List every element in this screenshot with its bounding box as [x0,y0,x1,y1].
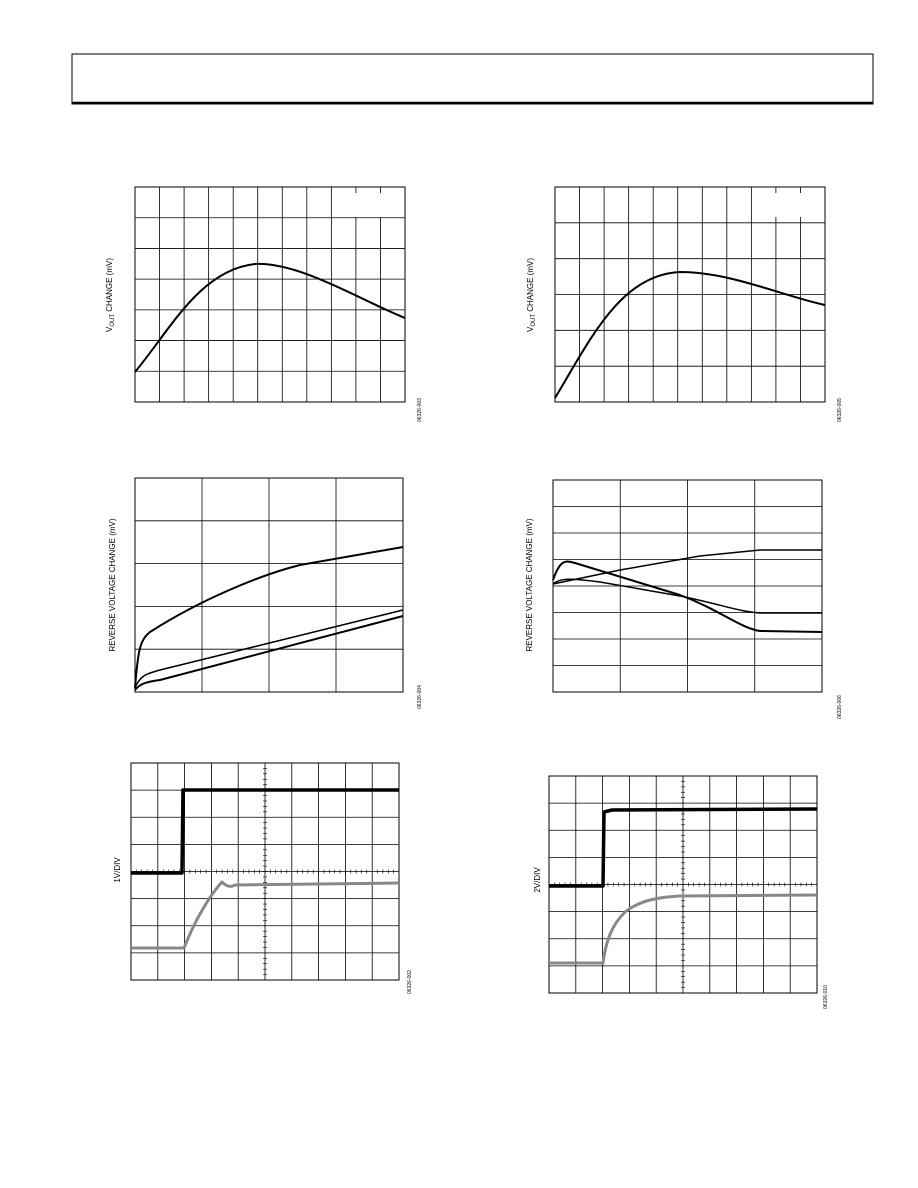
curve [552,578,822,614]
curve [131,880,400,950]
y-label-rest: CHANGE (mV) [105,258,114,314]
figure: REVERSE VOLTAGE CHANGE (mV) 06326-004 [108,477,423,709]
y-axis-label: VOUT CHANGE (mV) [526,258,537,332]
y-label-main: 2V/DIV [533,867,542,893]
figure: VOUT CHANGE (mV) 06326-005 [526,186,843,422]
plot-frame [134,186,406,403]
curve [549,893,818,965]
y-label-sub: OUT [110,314,116,327]
legend-blank [773,193,817,217]
curve [134,615,404,691]
figure-id: 06326-004 [417,685,423,709]
plot-frame [134,477,404,693]
y-axis-label: 1V/DIV [113,857,122,883]
figure-id: 06326-002 [407,970,413,994]
figure-id: 06326-003 [417,398,423,422]
y-label-main: V [105,326,114,332]
curve [552,560,823,633]
figure-id: 06326-006 [837,695,843,719]
figure: VOUT CHANGE (mV) 06326-003 [105,186,423,422]
figure-id: 06326-005 [837,398,843,422]
figure: REVERSE VOLTAGE CHANGE (mV) 06326-006 [525,479,843,719]
figure: 2V/DIV 06326-010 [533,775,829,1009]
y-axis-label: 2V/DIV [533,867,542,893]
curve [134,609,404,689]
y-axis-label: VOUT CHANGE (mV) [105,258,116,332]
curve [131,788,399,875]
curve [552,549,822,585]
y-label-main: REVERSE VOLTAGE CHANGE (mV) [525,518,534,651]
y-label-rest: CHANGE (mV) [526,258,535,314]
curve [134,546,404,689]
plot-frame [554,186,826,403]
header-box [71,53,874,105]
y-label-main: 1V/DIV [113,857,122,883]
figure-id: 06326-010 [823,985,829,1009]
y-axis-label: REVERSE VOLTAGE CHANGE (mV) [525,518,534,651]
y-label-main: REVERSE VOLTAGE CHANGE (mV) [108,518,117,651]
curve [554,271,826,399]
figure: 1V/DIV 06326-002 [113,762,413,994]
legend-blank [353,193,397,217]
y-label-sub: OUT [531,314,537,327]
y-axis-label: REVERSE VOLTAGE CHANGE (mV) [108,518,117,651]
plot-frame [552,479,823,693]
curve [549,807,818,888]
y-label-main: V [526,326,535,332]
curve [134,262,406,373]
